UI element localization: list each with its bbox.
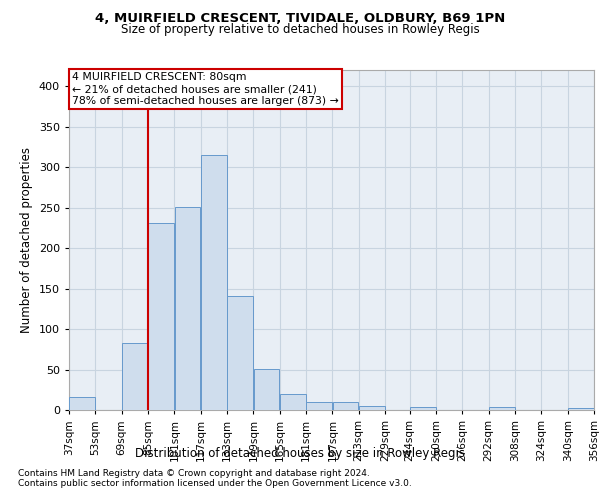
Bar xyxy=(568,408,593,410)
Bar xyxy=(70,397,95,410)
Bar xyxy=(333,402,358,410)
Bar xyxy=(359,406,385,410)
Bar xyxy=(254,368,279,410)
Text: Size of property relative to detached houses in Rowley Regis: Size of property relative to detached ho… xyxy=(121,22,479,36)
Text: Distribution of detached houses by size in Rowley Regis: Distribution of detached houses by size … xyxy=(135,448,465,460)
Bar xyxy=(307,402,332,410)
Bar xyxy=(175,207,200,410)
Text: Contains public sector information licensed under the Open Government Licence v3: Contains public sector information licen… xyxy=(18,478,412,488)
Bar xyxy=(280,394,305,410)
Bar xyxy=(489,407,515,410)
Bar xyxy=(201,155,227,410)
Bar xyxy=(227,296,253,410)
Bar xyxy=(410,407,436,410)
Text: 4, MUIRFIELD CRESCENT, TIVIDALE, OLDBURY, B69 1PN: 4, MUIRFIELD CRESCENT, TIVIDALE, OLDBURY… xyxy=(95,12,505,26)
Text: Contains HM Land Registry data © Crown copyright and database right 2024.: Contains HM Land Registry data © Crown c… xyxy=(18,468,370,477)
Text: 4 MUIRFIELD CRESCENT: 80sqm
← 21% of detached houses are smaller (241)
78% of se: 4 MUIRFIELD CRESCENT: 80sqm ← 21% of det… xyxy=(72,72,339,106)
Bar xyxy=(148,223,174,410)
Y-axis label: Number of detached properties: Number of detached properties xyxy=(20,147,33,333)
Bar xyxy=(122,343,148,410)
